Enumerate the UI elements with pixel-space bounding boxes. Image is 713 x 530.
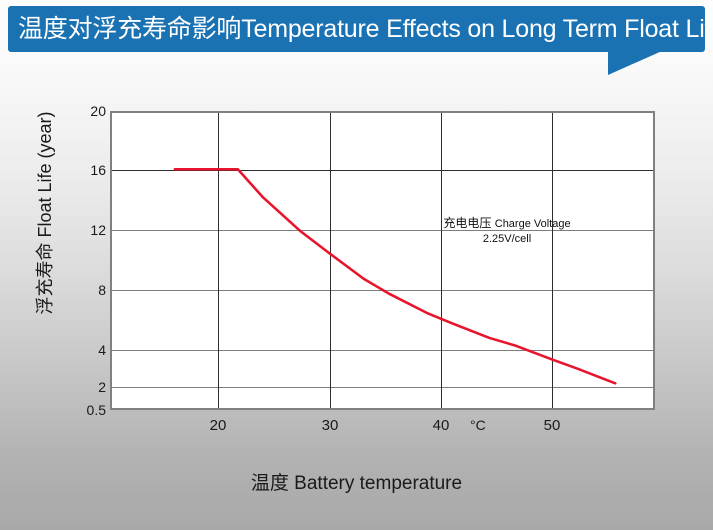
y-tick-label: 2: [98, 379, 106, 395]
x-tick-label: 50: [543, 417, 561, 434]
x-tick-label: 40: [432, 417, 450, 434]
gridline-vertical: [441, 113, 442, 408]
gridline-horizontal: [112, 387, 653, 388]
gridline-vertical: [218, 113, 219, 408]
gridline-horizontal: [112, 170, 653, 171]
y-axis-title: 浮充寿命 Float Life (year): [35, 111, 55, 315]
x-tick-label: 30: [321, 417, 339, 434]
gridline-vertical: [552, 113, 553, 408]
banner-body: 温度对浮充寿命影响Temperature Effects on Long Ter…: [8, 6, 705, 52]
gridline-horizontal: [112, 230, 653, 231]
x-axis-ticks: 20 30 40 50: [110, 418, 655, 440]
page-title: 温度对浮充寿命影响Temperature Effects on Long Ter…: [18, 15, 705, 43]
y-tick-label: 0.5: [86, 402, 106, 418]
y-tick-label: 12: [90, 222, 106, 238]
curve-polyline: [173, 167, 617, 385]
x-axis-title: 温度 Battery temperature: [250, 473, 463, 494]
y-axis-ticks: 20 16 12 8 4 2 0.5: [56, 104, 106, 417]
title-banner: 温度对浮充寿命影响Temperature Effects on Long Ter…: [8, 6, 705, 75]
y-tick-label: 20: [90, 103, 106, 119]
banner-tail-icon: [608, 51, 662, 75]
x-axis-unit: °C: [470, 417, 486, 433]
gridline-vertical: [330, 113, 331, 408]
x-tick-label: 20: [209, 417, 227, 434]
y-tick-label: 4: [98, 342, 106, 358]
gridline-horizontal: [112, 350, 653, 351]
y-tick-label: 8: [98, 282, 106, 298]
y-tick-label: 16: [90, 162, 106, 178]
chart-container: 浮充寿命 Float Life (year) 20 16 12 8 4 2 0.…: [0, 80, 713, 530]
plot-area: [110, 111, 655, 410]
float-life-curve: [173, 167, 617, 385]
